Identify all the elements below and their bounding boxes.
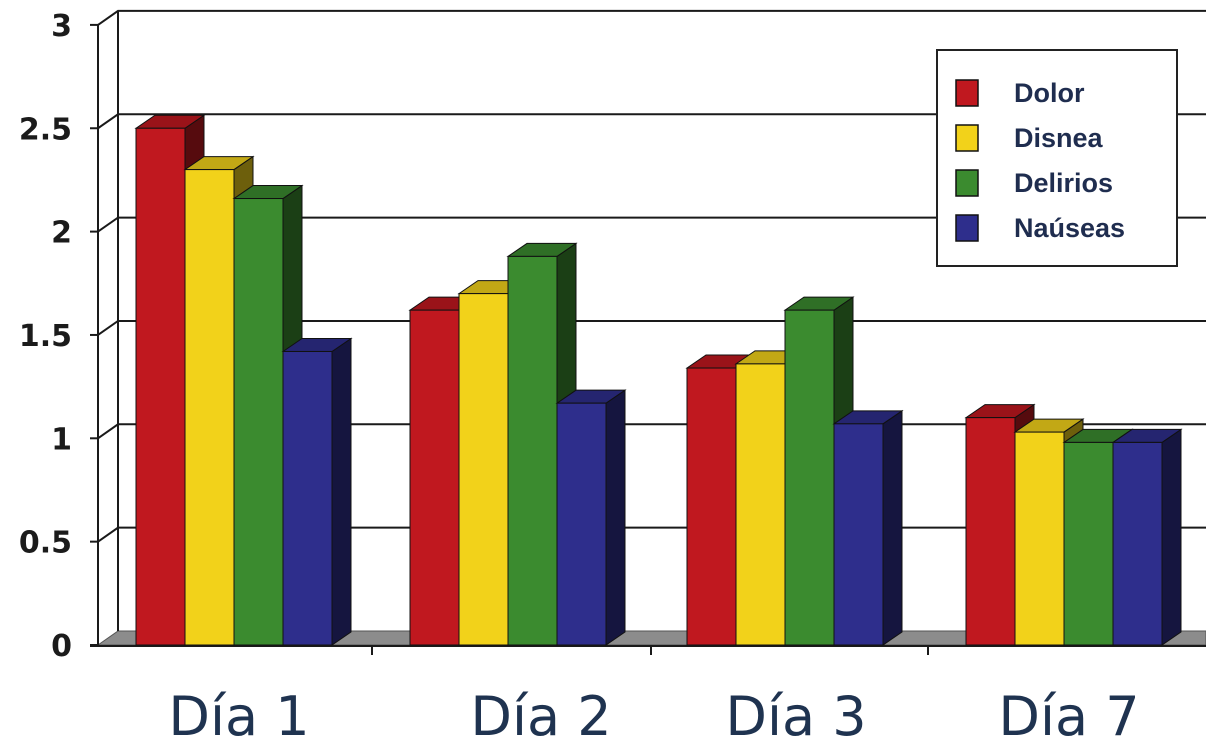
bar-side: [605, 389, 626, 646]
grid-line: [97, 9, 1206, 26]
bar-side: [882, 409, 903, 646]
legend-item-naúseas: Naúseas: [955, 213, 1125, 243]
legend-item-dolor: Dolor: [955, 78, 1085, 108]
bar-front: [458, 293, 509, 646]
bar-front: [833, 423, 884, 646]
bar-front: [965, 417, 1016, 646]
legend-label: Naúseas: [1014, 213, 1125, 243]
bar-front: [409, 309, 460, 646]
bar-front: [1063, 441, 1114, 646]
legend-swatch: [955, 79, 979, 107]
legend-label: Delirios: [1014, 168, 1113, 198]
y-tick-label: 2: [51, 216, 72, 251]
bar-naúseas-4: [1111, 428, 1183, 646]
legend-swatch: [955, 169, 979, 197]
bar-front: [735, 363, 786, 646]
bars: [134, 114, 1183, 646]
y-tick-label: 1.5: [19, 319, 72, 354]
bar-front: [184, 169, 235, 646]
bar-front: [507, 255, 558, 646]
y-axis: 0 0.5 1 1.5 2 2.5 3: [19, 9, 119, 664]
legend-swatch: [955, 124, 979, 152]
x-category-label: Día 7: [998, 685, 1139, 741]
bar-naúseas-1: [281, 337, 353, 646]
bar-front: [784, 309, 835, 646]
legend-item-delirios: Delirios: [955, 168, 1113, 198]
bar-front: [1014, 431, 1065, 646]
bar-front: [556, 402, 607, 646]
bar-front: [233, 198, 284, 646]
bar-front: [282, 350, 333, 646]
legend: Dolor Disnea Delirios Naúseas: [936, 49, 1178, 267]
x-category-label: Día 1: [168, 685, 309, 741]
bar-side: [331, 337, 352, 646]
legend-label: Dolor: [1014, 78, 1085, 108]
bar-side: [1161, 428, 1182, 646]
chart-floor: [90, 630, 1206, 655]
y-tick-label: 2.5: [19, 112, 72, 147]
category-labels: Día 1 Día 2 Día 3 Día 7: [168, 685, 1139, 741]
y-tick-label: 3: [51, 9, 72, 44]
y-tick-label: 0.5: [19, 526, 72, 561]
y-tick-label: 1: [51, 422, 72, 457]
bar-front: [686, 367, 737, 646]
legend-item-disnea: Disnea: [955, 123, 1104, 153]
bar-front: [1112, 441, 1163, 646]
bar-naúseas-2: [555, 389, 627, 646]
bar-naúseas-3: [832, 409, 904, 646]
bar-front: [135, 127, 186, 646]
x-category-label: Día 2: [470, 685, 611, 741]
legend-label: Disnea: [1014, 123, 1104, 153]
legend-swatch: [955, 214, 979, 242]
y-tick-label: 0: [51, 629, 72, 664]
x-category-label: Día 3: [725, 685, 866, 741]
